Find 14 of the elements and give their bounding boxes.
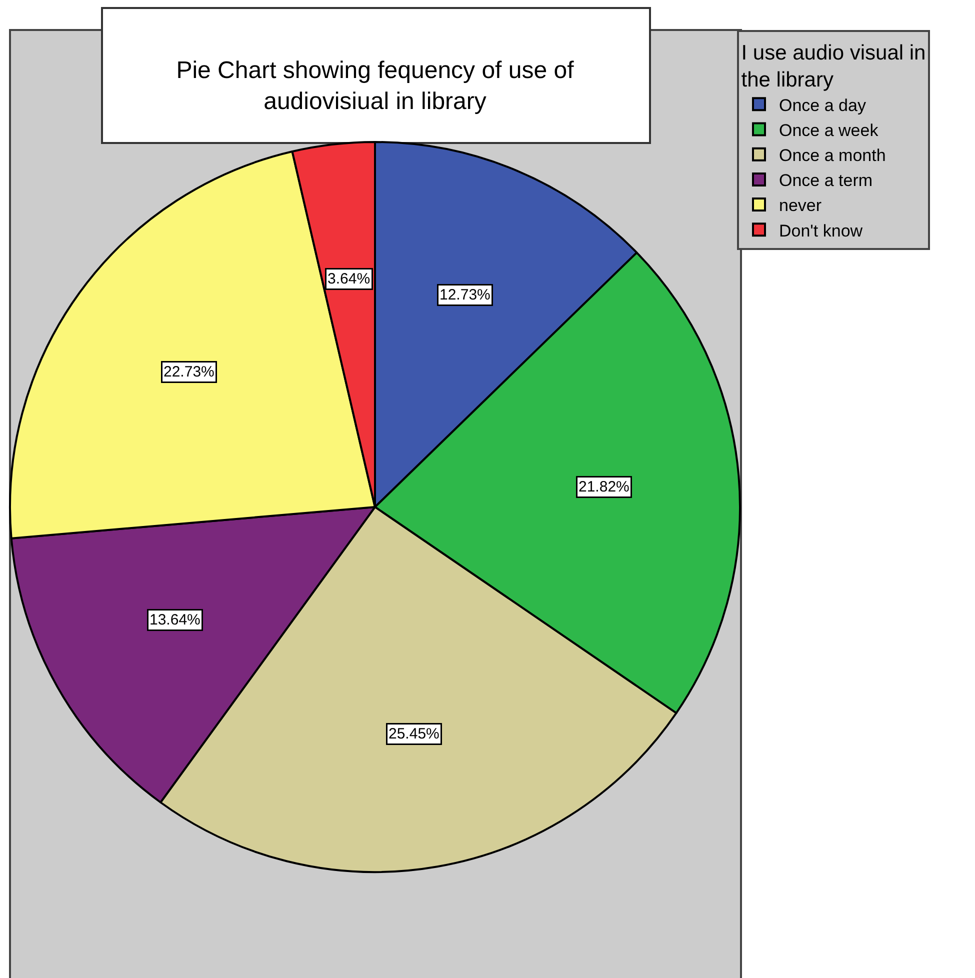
data-label: 25.45% [388, 726, 440, 742]
data-label: 3.64% [328, 270, 370, 288]
legend-label: Once a week [779, 120, 879, 140]
legend-label: Once a month [779, 146, 886, 165]
legend-label: Once a day [779, 96, 866, 115]
legend-title: I use audio visual in the library [741, 41, 926, 92]
data-label: 21.82% [578, 478, 630, 496]
data-label: 13.64% [150, 612, 200, 628]
text: Pie Chart showing fequency of use of audiovisiual in library [176, 57, 574, 116]
legend-label: Once a term [779, 171, 873, 190]
legend-label: never [779, 196, 822, 216]
data-label: 12.73% [440, 286, 490, 304]
legend-label: Don't know [779, 221, 864, 240]
data-label: 22.73% [164, 364, 214, 380]
